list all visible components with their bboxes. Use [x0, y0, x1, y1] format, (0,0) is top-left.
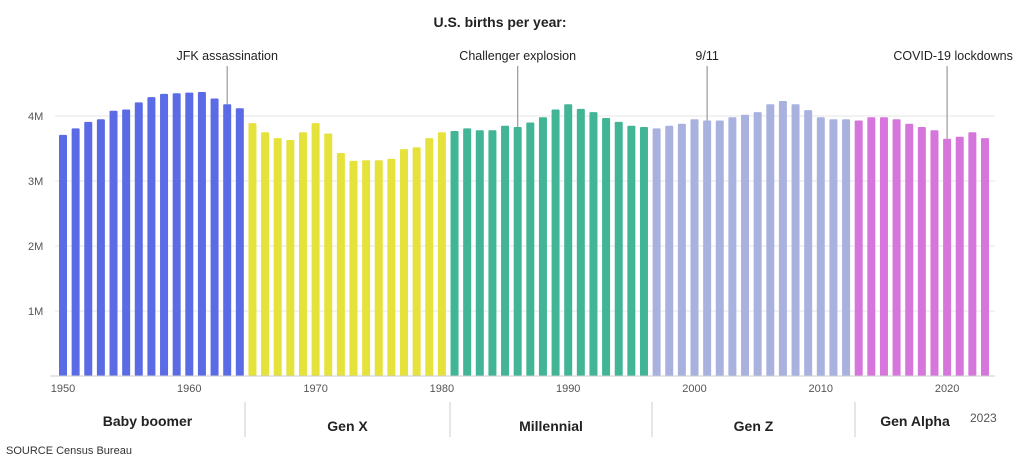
bar-1997 — [652, 128, 661, 376]
x-tick-label: 1960 — [177, 383, 201, 395]
bar-1958 — [160, 93, 169, 377]
bar-1984 — [488, 130, 497, 376]
bar-1975 — [374, 160, 383, 376]
bar-1999 — [677, 123, 686, 376]
bar-1970 — [311, 123, 320, 377]
bar-1993 — [602, 117, 611, 376]
bar-2023 — [980, 138, 989, 376]
bar-1995 — [627, 125, 636, 376]
x-tick-label: 2000 — [682, 383, 706, 395]
bar-1988 — [538, 117, 547, 377]
bar-1985 — [501, 125, 510, 376]
bar-2010 — [816, 117, 825, 377]
bar-2015 — [879, 117, 888, 377]
bar-2018 — [917, 127, 926, 376]
bar-1983 — [475, 130, 484, 376]
bar-2021 — [955, 136, 964, 376]
bar-2012 — [842, 119, 851, 376]
bar-2017 — [905, 123, 914, 376]
end-year-label: 2023 — [970, 411, 997, 425]
bar-1974 — [362, 160, 371, 376]
x-tick-label: 2010 — [809, 383, 833, 395]
bar-1986 — [513, 127, 522, 376]
bar-1998 — [665, 125, 674, 376]
bar-1951 — [71, 128, 80, 376]
bar-1960 — [185, 92, 194, 376]
bar-1964 — [235, 108, 244, 376]
generation-label: Baby boomer — [102, 413, 193, 429]
generation-label: Gen Z — [733, 418, 774, 434]
bar-1955 — [122, 109, 131, 376]
generation-label: Millennial — [519, 418, 583, 434]
bar-1990 — [564, 104, 573, 377]
bar-1976 — [387, 158, 396, 376]
bar-1957 — [147, 97, 156, 377]
bar-1977 — [400, 149, 409, 376]
bar-1981 — [450, 130, 459, 376]
x-tick-label: 1970 — [303, 383, 327, 395]
bar-2014 — [867, 117, 876, 377]
bar-1969 — [298, 132, 307, 376]
bar-2009 — [804, 110, 813, 377]
bar-1991 — [576, 108, 585, 376]
bar-2004 — [741, 114, 750, 376]
bar-1978 — [412, 147, 421, 376]
y-tick-label: 3M — [28, 176, 43, 188]
bar-1982 — [463, 128, 472, 376]
bar-2011 — [829, 119, 838, 376]
y-tick-label: 2M — [28, 241, 43, 253]
bar-2003 — [728, 117, 737, 377]
bar-1971 — [324, 133, 333, 376]
bar-2000 — [690, 119, 699, 376]
bar-2022 — [968, 132, 977, 376]
bar-1962 — [210, 98, 219, 376]
generation-label: Gen X — [327, 418, 368, 434]
bar-2019 — [930, 130, 939, 376]
bar-2013 — [854, 120, 863, 376]
y-tick-label: 1M — [28, 306, 43, 318]
bar-1989 — [551, 109, 560, 376]
bar-2008 — [791, 104, 800, 377]
bar-1968 — [286, 140, 295, 376]
bar-1965 — [248, 123, 257, 377]
bar-2016 — [892, 119, 901, 376]
bar-1994 — [614, 121, 623, 376]
x-tick-label: 1980 — [430, 383, 454, 395]
bar-1966 — [261, 132, 270, 376]
generation-label: Gen Alpha — [880, 413, 950, 429]
x-tick-label: 1990 — [556, 383, 580, 395]
bar-2005 — [753, 112, 762, 376]
bar-1980 — [437, 132, 446, 376]
bar-1967 — [273, 138, 282, 376]
bar-1963 — [223, 104, 232, 377]
bar-2020 — [943, 138, 952, 376]
chart-title: U.S. births per year: — [433, 14, 567, 30]
bar-1950 — [59, 134, 67, 376]
bar-1961 — [197, 91, 206, 376]
bar-1987 — [526, 122, 535, 376]
bar-1952 — [84, 121, 93, 376]
bar-1954 — [109, 110, 118, 377]
bar-1996 — [639, 127, 648, 376]
y-tick-label: 4M — [28, 111, 43, 123]
bar-1979 — [425, 138, 434, 376]
bar-2001 — [703, 120, 712, 376]
bar-1953 — [96, 119, 105, 376]
bar-2002 — [715, 120, 724, 376]
bar-1992 — [589, 112, 598, 376]
annotation-label: JFK assassination — [176, 49, 277, 63]
x-tick-label: 2020 — [935, 383, 959, 395]
bar-1959 — [172, 93, 181, 376]
bar-1972 — [336, 153, 345, 376]
x-tick-label: 1950 — [51, 383, 75, 395]
bar-1973 — [349, 160, 358, 376]
source-note: SOURCE Census Bureau — [6, 445, 132, 457]
bar-2007 — [778, 101, 787, 377]
bar-2006 — [766, 104, 775, 377]
annotation-label: Challenger explosion — [459, 49, 576, 63]
annotation-label: 9/11 — [695, 49, 718, 63]
bar-1956 — [134, 102, 143, 376]
annotation-label: COVID-19 lockdowns — [893, 49, 1013, 63]
